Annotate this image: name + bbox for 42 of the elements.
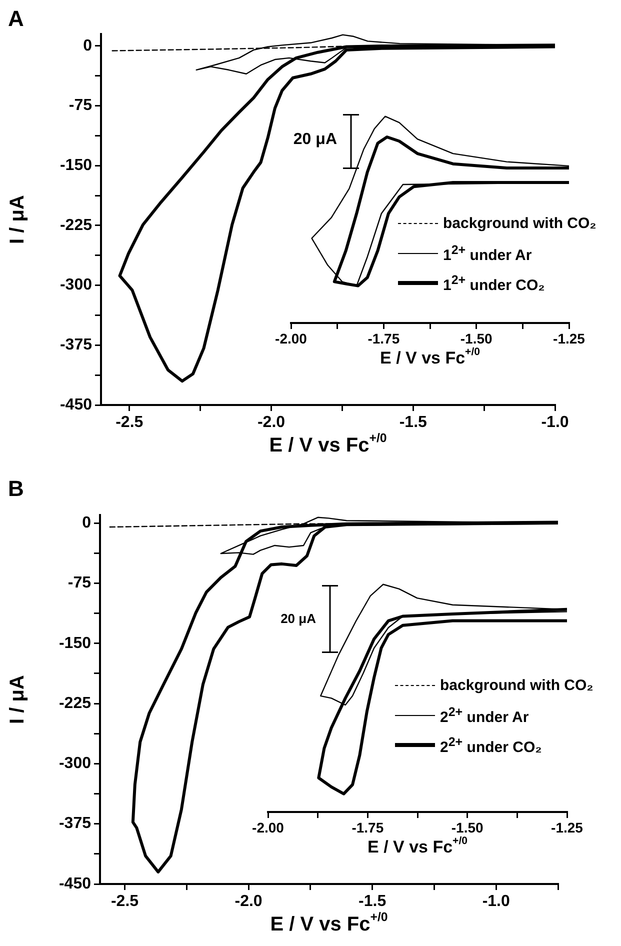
x-tick-label: -2.0 [257,414,286,432]
y-tick-label: -225 [60,216,92,234]
y-tick-label: -75 [68,574,92,592]
chart-title: B [8,476,24,502]
y-tick-label: -75 [68,97,92,114]
x-tick-label: -1.25 [551,819,584,836]
legend-label: 1$^{2+}$ under Ar [443,242,532,264]
legend-label: 2$^{2+}$ under CO₂ [440,734,542,756]
x-tick-label: -2.00 [275,330,308,346]
x-tick-label: -2.00 [252,819,284,836]
x-tick-label: -1.75 [368,330,400,346]
y-axis-title: I / μA [6,675,29,724]
x-tick-label: -1.50 [451,819,484,836]
legend-label: background with CO₂ [443,214,596,232]
y-tick-label: -150 [60,157,92,174]
x-tick-label: -1.5 [399,414,428,432]
y-tick-label: -375 [60,336,92,354]
x-tick-label: -1.0 [541,414,569,432]
y-tick-label: -300 [60,276,92,294]
y-tick-label: -300 [58,755,92,772]
legend-label: background with CO₂ [440,676,594,694]
x-tick-label: -1.75 [352,819,384,836]
y-tick-label: -375 [58,815,92,832]
x-tick-label: -2.0 [234,893,262,910]
x-tick-label: -1.25 [553,330,586,346]
legend-label: 2$^{2+}$ under Ar [440,704,529,726]
annotation: 20 μA [280,610,316,626]
y-tick-label: -450 [60,396,92,414]
x-tick-label: -1.50 [460,330,492,346]
x-tick-label: -1.0 [482,893,510,910]
y-tick-label: -450 [58,875,92,892]
x-tick-label: -1.5 [358,893,386,910]
annotation: 20 μA [293,131,337,150]
legend-label: 1$^{2+}$ under CO₂ [443,272,545,294]
y-tick-label: 0 [82,514,92,532]
x-tick-label: -2.5 [116,414,144,432]
y-tick-label: -150 [58,634,92,652]
y-tick-label: -225 [58,694,92,712]
chart-title: A [8,6,24,32]
y-axis-title: I / μA [6,195,29,244]
x-tick-label: -2.5 [110,893,139,910]
y-tick-label: 0 [83,37,92,54]
